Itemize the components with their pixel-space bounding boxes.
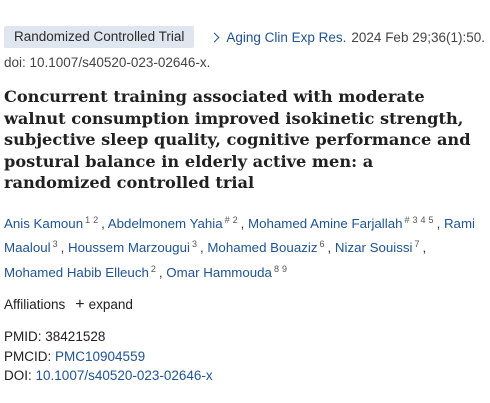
author-item: Houssem Marzougui 3, <box>67 239 208 255</box>
author-affiliation-refs: 2 <box>151 264 159 274</box>
author-link[interactable]: Rami Maaloul <box>4 215 475 256</box>
affiliation-ref[interactable]: 3 <box>412 214 418 225</box>
affiliation-ref[interactable]: 3 <box>52 239 58 249</box>
author-affiliation-refs: 7 <box>414 239 422 249</box>
pmcid-link[interactable]: PMC10904559 <box>55 348 146 364</box>
article-page: Randomized Controlled Trial Aging Clin E… <box>4 26 486 386</box>
affiliation-ref[interactable]: 3 <box>191 239 197 249</box>
affiliation-ref[interactable]: 4 <box>420 214 426 225</box>
doi-row: DOI: 10.1007/s40520-023-02646-x <box>4 366 486 386</box>
article-identifiers: PMID: 38421528 PMCID: PMC10904559 DOI: 1… <box>4 327 486 386</box>
author-item: Anis Kamoun 1 2, <box>4 214 108 231</box>
affiliation-ref[interactable]: 2 <box>232 214 238 225</box>
author-item: Mohamed Bouaziz 6, <box>207 239 335 255</box>
article-header: Randomized Controlled Trial Aging Clin E… <box>4 26 486 48</box>
affiliation-ref[interactable]: 2 <box>150 263 156 274</box>
author-item: Abdelmonem Yahia #2, <box>107 214 249 231</box>
author-link[interactable]: Anis Kamoun <box>4 215 84 231</box>
article-title: Concurrent training associated with mode… <box>4 87 471 192</box>
chevron-right-icon <box>209 32 220 42</box>
author-link[interactable]: Mohamed Bouaziz <box>207 240 318 255</box>
authors-list: Anis Kamoun 1 2, Abdelmonem Yahia #2, Moham… <box>4 210 486 284</box>
pmid-label: PMID: <box>4 329 42 344</box>
citation-info: 2024 Feb 29;36(1):50. <box>351 29 486 45</box>
pmid-value: 38421528 <box>45 329 106 344</box>
author-item: Mohamed Habib Elleuch 2, <box>4 263 167 280</box>
author-item: Omar Hammouda 8 9 <box>166 264 290 280</box>
doi-link[interactable]: 10.1007/s40520-023-02646-x <box>35 368 213 383</box>
author-link[interactable]: Houssem Marzougui <box>67 240 190 255</box>
author-affiliation-refs: 3 <box>192 239 200 249</box>
author-item: Mohamed Amine Farjallah #3 4 5, <box>248 214 444 231</box>
affiliation-ref[interactable]: 6 <box>319 239 325 249</box>
affiliations-label: Affiliations <box>4 297 66 312</box>
affiliation-ref[interactable]: 9 <box>281 263 287 274</box>
author-item: Rami Maaloul 3, <box>4 215 475 256</box>
author-link[interactable]: Mohamed Habib Elleuch <box>4 264 149 280</box>
affiliation-ref[interactable]: 8 <box>273 263 279 274</box>
pmcid-row: PMCID: PMC10904559 <box>4 347 486 367</box>
pmid-row: PMID: 38421528 <box>4 327 486 347</box>
author-item: Nizar Souissi 7, <box>334 239 427 255</box>
affiliation-ref[interactable]: 5 <box>428 214 434 225</box>
equal-contribution-ref[interactable]: # <box>224 214 230 225</box>
affiliation-ref[interactable]: 1 <box>85 214 91 225</box>
author-affiliation-refs: #2 <box>225 215 241 225</box>
pmcid-label: PMCID: <box>4 348 52 364</box>
equal-contribution-ref[interactable]: # <box>404 214 410 225</box>
journal-link[interactable]: Aging Clin Exp Res. <box>226 29 347 45</box>
author-link[interactable]: Omar Hammouda <box>166 264 272 280</box>
author-affiliation-refs: 6 <box>319 239 327 249</box>
author-affiliation-refs: #3 4 5 <box>405 215 437 225</box>
publication-type-badge[interactable]: Randomized Controlled Trial <box>4 26 195 48</box>
affiliations-toggle[interactable]: Affiliations + expand <box>4 295 486 313</box>
author-link[interactable]: Abdelmonem Yahia <box>107 215 223 231</box>
expand-label: expand <box>88 297 133 312</box>
author-affiliation-refs: 3 <box>53 239 61 249</box>
affiliation-ref[interactable]: 2 <box>93 214 99 225</box>
author-link[interactable]: Nizar Souissi <box>334 240 413 255</box>
header-doi: doi: 10.1007/s40520-023-02646-x. <box>4 55 211 70</box>
author-link[interactable]: Mohamed Amine Farjallah <box>248 215 403 231</box>
affiliation-ref[interactable]: 7 <box>414 239 420 249</box>
plus-icon: + <box>75 295 85 313</box>
doi-label: DOI: <box>4 368 32 383</box>
